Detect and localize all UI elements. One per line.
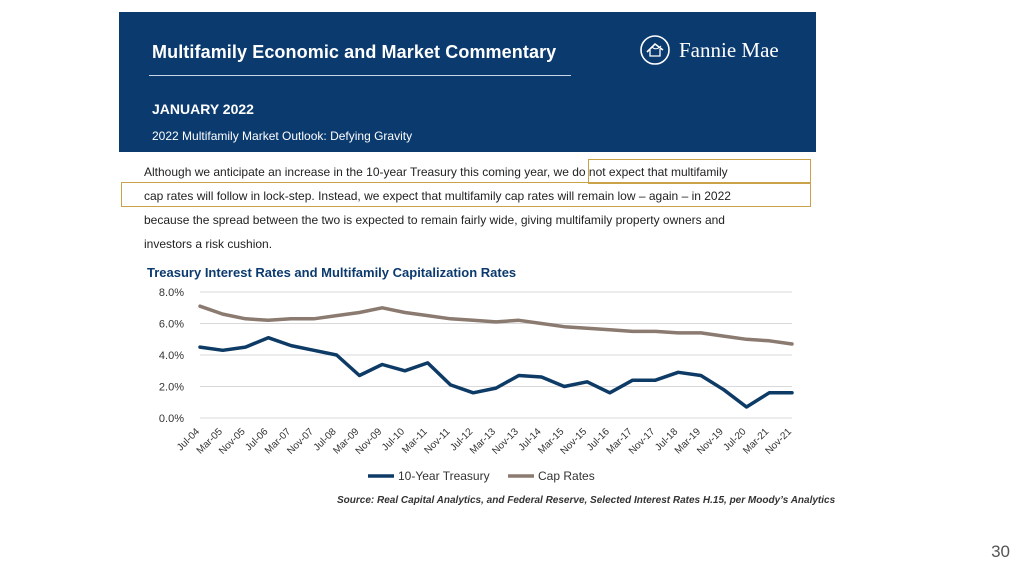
y-tick-label: 6.0%: [159, 319, 184, 331]
y-tick-label: 2.0%: [159, 382, 184, 394]
series-line-cap-rates: [198, 304, 794, 346]
report-title: Multifamily Economic and Market Commenta…: [152, 42, 557, 62]
paragraph-line: Although we anticipate an increase in th…: [144, 165, 728, 179]
x-tick-label: Nov-13: [490, 426, 521, 457]
y-tick-label: 8.0%: [159, 287, 184, 299]
x-tick-label: Nov-19: [695, 426, 726, 457]
series-line-treasury: [198, 335, 794, 409]
brand-name: Fannie Mae: [679, 37, 779, 62]
house-logo-icon: [640, 35, 670, 65]
paragraph-line: because the spread between the two is ex…: [144, 213, 725, 227]
legend-label: Cap Rates: [538, 469, 595, 483]
y-tick-label: 4.0%: [159, 350, 184, 362]
x-tick-label: Nov-09: [354, 426, 385, 457]
paragraph-line: investors a risk cushion.: [144, 237, 273, 251]
x-tick-label: Nov-17: [627, 426, 658, 457]
page-number: 30: [991, 542, 1010, 561]
x-tick-label: Nov-11: [423, 426, 453, 456]
title-divider: [149, 75, 571, 76]
x-tick-label: Nov-07: [285, 426, 316, 457]
x-tick-label: Nov-05: [217, 426, 248, 457]
legend-label: 10-Year Treasury: [398, 469, 490, 483]
brand-logo: Fannie Mae: [639, 34, 779, 66]
x-tick-label: Nov-15: [559, 426, 590, 457]
paragraph-line: cap rates will follow in lock-step. Inst…: [144, 189, 731, 203]
highlight-box-lower: [121, 182, 811, 207]
highlight-box-upper: [588, 159, 811, 184]
rates-line-chart: 0.0%2.0%4.0%6.0%8.0%Jul-04Mar-05Nov-05Ju…: [159, 287, 795, 483]
chart-title: Treasury Interest Rates and Multifamily …: [147, 265, 517, 280]
report-subtitle: 2022 Multifamily Market Outlook: Defying…: [152, 129, 413, 143]
x-tick-label: Nov-21: [764, 426, 795, 457]
header-banner: Multifamily Economic and Market Commenta…: [119, 12, 816, 152]
source-note: Source: Real Capital Analytics, and Fede…: [337, 495, 836, 506]
commentary-paragraph: Although we anticipate an increase in th…: [144, 160, 816, 256]
report-date: JANUARY 2022: [152, 101, 254, 117]
y-tick-label: 0.0%: [159, 413, 184, 425]
